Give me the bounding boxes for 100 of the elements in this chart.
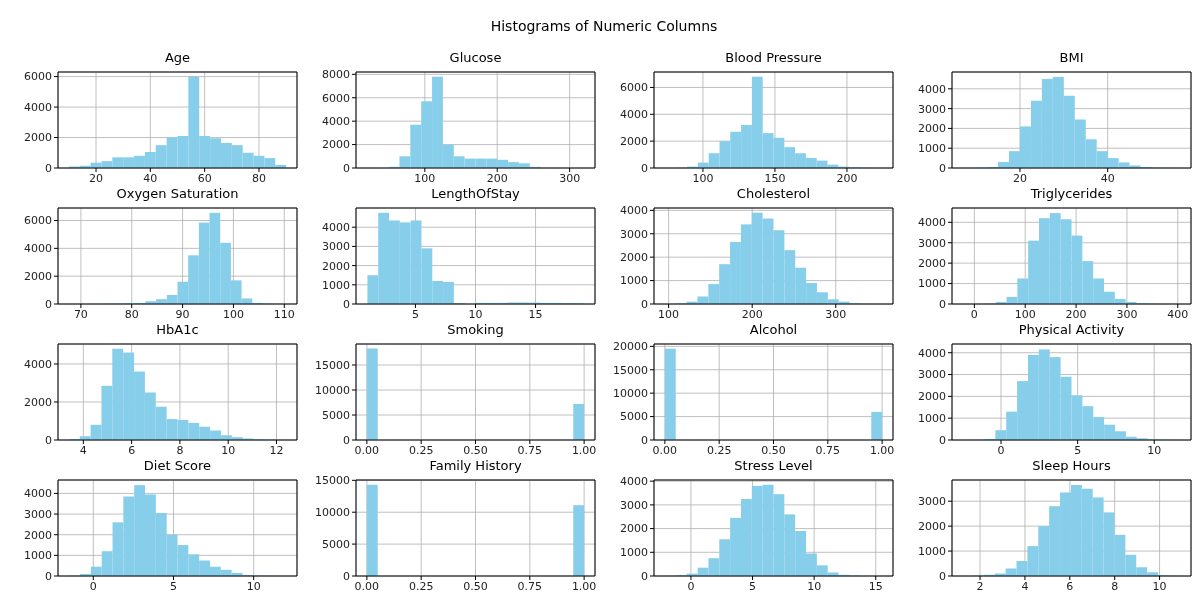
y-tick-label: 5000 [322, 408, 350, 422]
y-tick-label: 2000 [24, 528, 52, 542]
y-tick-label: 2000 [322, 259, 350, 273]
x-tick-label: 8 [176, 443, 184, 457]
x-tick-label: 0 [687, 579, 695, 593]
x-tick-label: 300 [1116, 307, 1138, 321]
y-tick-label: 0 [939, 161, 946, 175]
y-tick-label: 1000 [918, 277, 946, 291]
x-tick-label: 10 [221, 443, 236, 457]
y-tick-label: 20000 [613, 340, 648, 354]
x-tick-label: 100 [414, 171, 436, 185]
y-tick-label: 2000 [620, 251, 648, 265]
y-tick-label: 0 [45, 569, 52, 583]
y-tick-label: 1000 [620, 546, 648, 560]
y-tick-label: 2000 [918, 390, 946, 404]
chart-title: Cholesterol [735, 186, 812, 201]
x-tick-label: 5 [411, 307, 419, 321]
chart-title: Stress Level [733, 458, 814, 473]
y-tick-label: 4000 [620, 204, 648, 218]
chart-title: Glucose [448, 50, 503, 65]
x-tick-label: 0.00 [354, 443, 380, 457]
y-tick-label: 2000 [918, 520, 946, 534]
x-tick-label: 15 [868, 579, 883, 593]
x-tick-label: 300 [559, 171, 581, 185]
y-tick-label: 5000 [322, 538, 350, 552]
y-tick-label: 4000 [24, 100, 52, 114]
x-tick-label: 0 [997, 443, 1005, 457]
x-tick-label: 80 [251, 171, 266, 185]
y-tick-label: 2000 [620, 135, 648, 149]
y-tick-label: 4000 [918, 346, 946, 360]
y-tick-label: 4000 [322, 221, 350, 235]
y-tick-label: 15000 [315, 474, 350, 488]
y-tick-label: 3000 [24, 507, 52, 521]
chart-title: LengthOfStay [430, 186, 521, 201]
x-tick-label: 100 [1014, 307, 1036, 321]
y-tick-label: 10000 [315, 383, 350, 397]
y-tick-label: 0 [939, 297, 946, 311]
y-tick-label: 6000 [24, 70, 52, 84]
y-tick-label: 0 [45, 433, 52, 447]
y-tick-label: 3000 [620, 498, 648, 512]
x-tick-label: 1.00 [869, 443, 895, 457]
y-tick-label: 4000 [24, 242, 52, 256]
chart-title: Triglycerides [1029, 186, 1114, 201]
x-tick-label: 0.50 [761, 443, 786, 457]
y-tick-label: 3000 [918, 368, 946, 382]
y-tick-label: 3000 [918, 102, 946, 116]
y-tick-label: 2000 [918, 122, 946, 136]
y-tick-label: 1000 [918, 142, 946, 156]
y-tick-label: 6000 [24, 214, 52, 228]
y-tick-label: 6000 [322, 91, 350, 105]
x-tick-label: 12 [269, 443, 284, 457]
x-tick-label: 15 [528, 307, 543, 321]
y-tick-label: 2000 [322, 138, 350, 152]
x-tick-label: 6 [128, 443, 136, 457]
x-tick-label: 10 [807, 579, 822, 593]
y-tick-label: 0 [343, 433, 350, 447]
chart-title: Family History [428, 458, 523, 473]
y-tick-label: 4000 [918, 82, 946, 96]
x-tick-label: 0.00 [354, 579, 380, 593]
x-tick-label: 0.00 [652, 443, 678, 457]
y-tick-label: 0 [641, 433, 648, 447]
y-tick-label: 15000 [613, 363, 648, 377]
chart-title: Smoking [446, 322, 505, 337]
y-tick-label: 1000 [24, 549, 52, 563]
x-tick-label: 200 [1065, 307, 1087, 321]
x-tick-label: 80 [124, 307, 139, 321]
chart-title: HbA1c [155, 322, 200, 337]
y-tick-label: 1000 [918, 412, 946, 426]
y-tick-label: 3000 [620, 227, 648, 241]
y-tick-label: 4000 [322, 115, 350, 129]
x-tick-label: 10 [468, 307, 483, 321]
y-tick-label: 0 [343, 297, 350, 311]
x-tick-label: 5 [1074, 443, 1082, 457]
chart-title: Blood Pressure [724, 50, 823, 65]
x-tick-label: 0 [970, 307, 978, 321]
x-tick-label: 0.25 [408, 443, 434, 457]
y-tick-label: 0 [939, 569, 946, 583]
y-tick-label: 0 [641, 297, 648, 311]
y-tick-label: 2000 [620, 522, 648, 536]
x-tick-label: 60 [197, 171, 212, 185]
x-tick-label: 0.75 [517, 579, 543, 593]
x-tick-label: 150 [764, 171, 786, 185]
y-tick-label: 3000 [918, 236, 946, 250]
y-tick-label: 0 [45, 297, 52, 311]
y-tick-label: 1000 [322, 278, 350, 292]
x-tick-label: 6 [1066, 579, 1074, 593]
chart-title: Physical Activity [1017, 322, 1126, 337]
x-tick-label: 40 [1100, 171, 1115, 185]
y-tick-label: 0 [343, 569, 350, 583]
x-tick-label: 40 [143, 171, 158, 185]
y-tick-label: 0 [641, 161, 648, 175]
y-tick-label: 4000 [918, 216, 946, 230]
x-tick-label: 300 [825, 307, 847, 321]
chart-title: Age [163, 50, 192, 65]
x-tick-label: 2 [976, 579, 984, 593]
x-tick-label: 5 [169, 579, 177, 593]
y-tick-label: 4000 [620, 475, 648, 489]
y-tick-label: 1000 [918, 544, 946, 558]
x-tick-label: 100 [222, 307, 244, 321]
x-tick-label: 200 [741, 307, 763, 321]
